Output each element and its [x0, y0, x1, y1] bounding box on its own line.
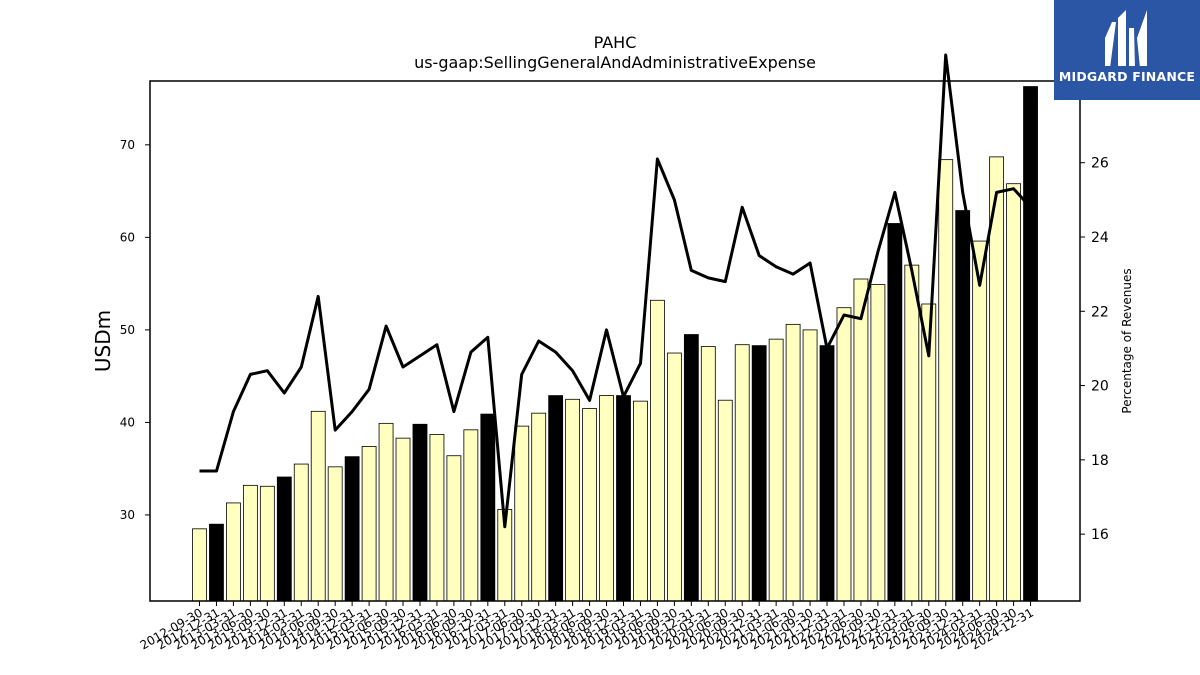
bar-2019-03-31: [633, 400, 648, 602]
y2-tick-label: 20: [1091, 379, 1109, 395]
bar-2015-06-30: [378, 422, 394, 602]
bar-2017-09-30: [531, 412, 547, 602]
x-axis: 2012-09-302012-12-312013-03-312013-06-30…: [138, 601, 1036, 652]
bar-2014-12-31: [344, 456, 360, 602]
bar-2024-09-30: [1006, 183, 1021, 602]
bar-2019-06-30: [650, 299, 665, 602]
bar-2020-12-31: [751, 345, 767, 602]
bar-2018-06-30: [582, 408, 597, 602]
plot-frame: [149, 80, 1081, 602]
bar-2015-12-31: [412, 423, 428, 602]
bar-2013-09-30: [259, 485, 275, 602]
y2-tick-label: 16: [1091, 527, 1109, 543]
y2-tick-label: 22: [1091, 304, 1109, 320]
bar-2024-03-31: [972, 240, 988, 602]
bar-2020-06-30: [717, 399, 733, 602]
bar-2023-12-31: [955, 210, 971, 602]
line-series: [199, 53, 1032, 529]
bar-2016-06-30: [446, 455, 462, 602]
midgard-finance-logo: MIDGARD FINANCE: [1054, 0, 1200, 100]
y-tick-label: 50: [120, 323, 135, 337]
left-axis: 30 40 50 60 70: [120, 138, 150, 522]
y2-tick-label: 18: [1091, 453, 1109, 469]
bar-2021-12-31: [819, 345, 835, 602]
bar-2020-03-31: [700, 346, 716, 602]
right-axis: 16 18 20 22 24 26: [1080, 156, 1109, 543]
midgard-logo-icon: [1105, 10, 1147, 66]
bar-2023-03-31: [904, 264, 920, 602]
bar-2013-12-31: [276, 476, 292, 602]
bar-2014-09-30: [327, 466, 343, 602]
bar-2023-09-30: [938, 159, 954, 602]
bar-2012-09-30: [192, 528, 207, 602]
bar-2021-06-30: [785, 323, 801, 602]
bar-2013-06-30: [242, 484, 258, 602]
chart-subtitle: us-gaap:SellingGeneralAndAdministrativeE…: [414, 53, 816, 72]
bar-2019-12-31: [683, 334, 699, 602]
bar-2020-09-30: [734, 344, 750, 602]
y-axis-label: USDm: [91, 310, 115, 372]
bar-2021-03-31: [768, 338, 784, 602]
logo-text: MIDGARD FINANCE: [1058, 69, 1196, 84]
bar-2015-09-30: [395, 437, 411, 602]
y2-tick-label: 24: [1091, 230, 1109, 246]
bar-2022-03-31: [836, 307, 852, 602]
y-tick-label: 40: [120, 415, 135, 429]
y-tick-label: 70: [120, 138, 135, 152]
bar-2024-12-31: [1023, 86, 1038, 602]
revenue-percentage-line: [199, 53, 1032, 529]
bar-2018-09-30: [599, 395, 614, 602]
bar-2013-03-31: [226, 502, 241, 602]
bar-2014-03-31: [293, 463, 309, 602]
bar-2018-12-31: [616, 395, 631, 602]
bar-2016-12-31: [480, 413, 496, 602]
bar-2017-12-31: [548, 395, 564, 602]
bar-2022-12-31: [887, 223, 903, 602]
bar-2016-03-31: [429, 434, 445, 602]
bar-2022-09-30: [870, 284, 886, 602]
bar-2012-12-31: [209, 523, 224, 602]
bar-2017-06-30: [514, 425, 530, 602]
bar-2015-03-31: [361, 446, 377, 602]
y2-axis-label: Percentage of Revenues: [1120, 268, 1134, 413]
bar-2022-06-30: [853, 278, 869, 602]
y-tick-label: 30: [120, 508, 135, 522]
y2-tick-label: 26: [1091, 156, 1109, 172]
bar-2016-09-30: [463, 429, 479, 602]
bar-2021-09-30: [802, 329, 818, 602]
chart-title: PAHC: [594, 33, 637, 52]
bar-series: [192, 86, 1038, 602]
bar-2019-09-30: [666, 352, 682, 602]
bar-2018-03-31: [565, 398, 581, 602]
y-tick-label: 60: [120, 230, 135, 244]
bar-2014-06-30: [310, 410, 326, 602]
